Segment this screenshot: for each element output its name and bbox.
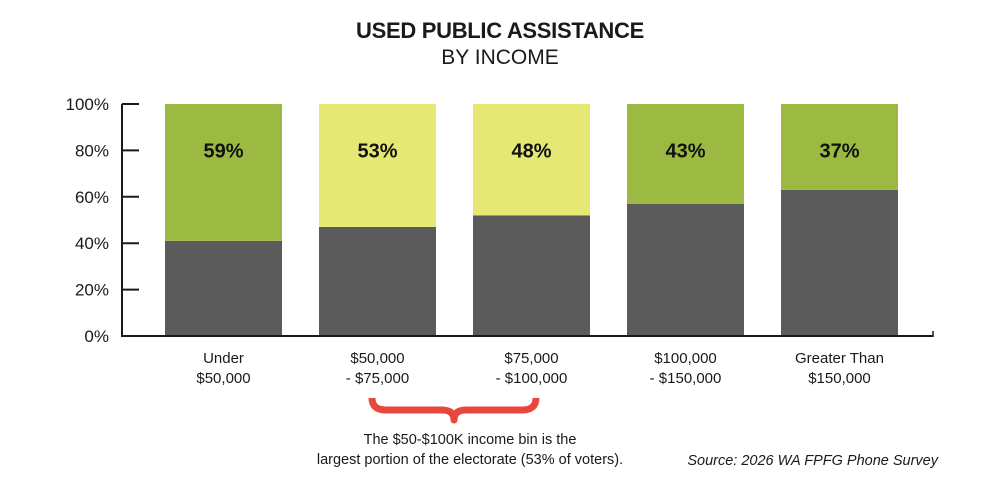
x-tick-label: $50,000 [196,370,250,387]
x-tick-label: $50,000 [350,350,404,367]
bar-segment-top [319,104,436,227]
curly-bracket-icon [368,397,540,424]
x-tick-label: Under [203,350,244,367]
chart-title: USED PUBLIC ASSISTANCE [356,18,644,43]
bar-value-label: 48% [511,140,551,162]
y-tick-label: 20% [75,281,109,300]
y-tick-label: 60% [75,188,109,207]
source-note: Source: 2026 WA FPFG Phone Survey [687,453,938,469]
bar-segment-top [165,104,282,241]
y-tick-label: 40% [75,234,109,253]
axes-group [121,104,934,337]
x-tick-label: - $75,000 [346,370,409,387]
bar-value-label: 59% [203,140,243,162]
x-tick-label: $100,000 [654,350,717,367]
x-tick-label: - $100,000 [496,370,568,387]
y-tick-label: 80% [75,141,109,160]
annotation-line-1: The $50-$100K income bin is the [363,432,577,448]
chart-subtitle: BY INCOME [441,46,559,69]
bar-value-label: 37% [819,140,859,162]
bar-segment-bottom [473,215,590,336]
annotation-line-2: largest portion of the electorate (53% o… [316,452,624,468]
annotation-bracket [368,397,540,424]
bar-segment-bottom [165,240,282,336]
bar-segment-top [473,104,590,216]
y-ticks-group: 0% 20% 40% 60% 80% 100% [66,95,139,346]
y-tick-label: 100% [66,95,109,114]
x-tick-label: $75,000 [504,350,558,367]
bar-segment-bottom [781,189,898,336]
y-tick-label: 0% [84,327,109,346]
bar-segment-top [627,104,744,204]
annotation-text: The $50-$100K income bin is the largest … [230,430,710,470]
bar-segment-bottom [627,203,744,336]
bar-value-label: 53% [357,140,397,162]
bar-segment-bottom [319,226,436,336]
x-tick-label: - $150,000 [650,370,722,387]
x-tick-label: Greater Than [795,350,884,367]
bars-group: 59% 53% 48% 43% 37% [165,104,898,336]
bar-value-label: 43% [665,140,705,162]
x-labels-group: Under $50,000 $50,000 - $75,000 $75,000 - $10… [196,350,884,387]
x-tick-label: $150,000 [808,370,871,387]
bar-segment-top [781,104,898,190]
